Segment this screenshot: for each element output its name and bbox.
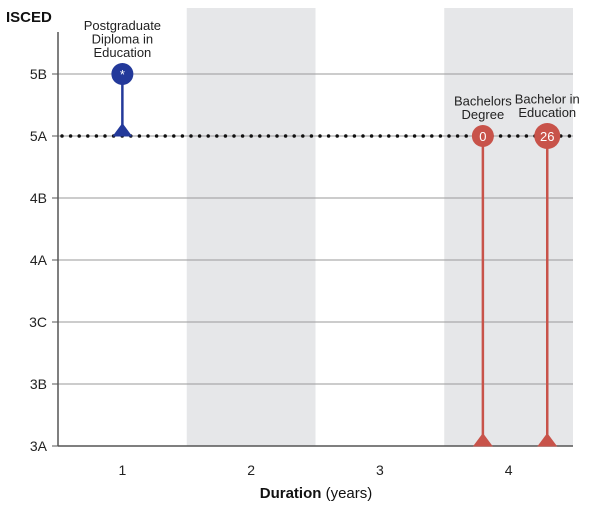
shaded-column-2 bbox=[186, 8, 316, 446]
y-tick-label-4A: 4A bbox=[30, 252, 48, 268]
x-axis-title: Duration (years) bbox=[260, 485, 373, 502]
y-tick-label-3B: 3B bbox=[30, 376, 47, 392]
programme-entry-marker-2 bbox=[537, 433, 558, 447]
programme-marker-0 bbox=[111, 63, 134, 85]
programme-name-0-line-2: Education bbox=[93, 45, 151, 60]
x-axis-title-bold: Duration bbox=[260, 485, 322, 502]
x-tick-label-2: 2 bbox=[247, 462, 255, 478]
y-tick-label-3A: 3A bbox=[30, 438, 48, 454]
background-layer bbox=[186, 8, 573, 446]
programme-entry-marker-0 bbox=[112, 123, 133, 137]
programme-marker-1 bbox=[471, 125, 494, 147]
y-axis-title: ISCED bbox=[6, 9, 52, 26]
programme-name-0-line-0: Postgraduate bbox=[84, 18, 161, 33]
programme-name-1-line-1: Degree bbox=[462, 107, 505, 122]
programme-name-2-line-0: Bachelor in bbox=[515, 92, 580, 107]
gridlines bbox=[52, 32, 573, 447]
programme-entry-marker-1 bbox=[472, 433, 493, 447]
y-tick-label-5B: 5B bbox=[30, 66, 47, 82]
shaded-column-4 bbox=[444, 8, 573, 446]
x-tick-label-3: 3 bbox=[376, 462, 384, 478]
programme-marker-label-1: 0 bbox=[479, 129, 486, 144]
y-tick-label-4B: 4B bbox=[30, 190, 47, 206]
programme-name-1-line-0: Bachelors bbox=[454, 94, 512, 109]
y-tick-label-3C: 3C bbox=[29, 314, 47, 330]
x-tick-label-1: 1 bbox=[118, 462, 126, 478]
x-tick-label-4: 4 bbox=[505, 462, 513, 478]
programme-name-2-line-1: Education bbox=[518, 105, 576, 120]
x-axis-title-unit: (years) bbox=[321, 485, 372, 502]
programme-marker-label-2: 26 bbox=[540, 129, 554, 144]
tick-labels-layer: 3A 3B 3C 4A 4B 5A 5B 1 2 3 4 bbox=[29, 66, 513, 478]
y-tick-label-5A: 5A bbox=[30, 128, 48, 144]
programme-name-0-line-1: Diploma in bbox=[92, 32, 153, 47]
programme-marker-label-0: * bbox=[120, 67, 125, 82]
programme-marker-2 bbox=[534, 123, 561, 149]
